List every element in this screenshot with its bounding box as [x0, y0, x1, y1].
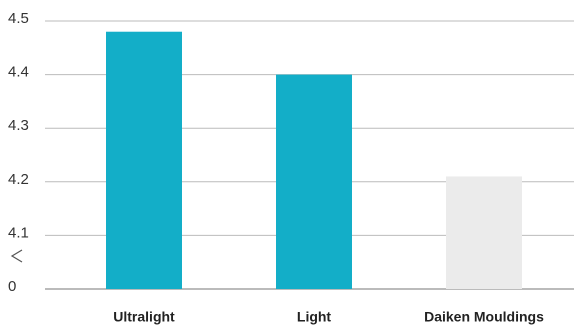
y-tick-label: 4.5: [8, 10, 29, 27]
bar: [106, 31, 182, 289]
y-tick-label: 0: [8, 278, 16, 295]
y-tick-label: 4.4: [8, 64, 29, 81]
y-tick-label: 4.1: [8, 224, 29, 241]
x-tick-label: Daiken Mouldings: [424, 309, 544, 325]
axis-break-symbol: [10, 249, 23, 263]
y-tick-label: 4.3: [8, 117, 29, 134]
x-tick-label: Light: [297, 309, 332, 325]
y-tick-label: 4.2: [8, 171, 29, 188]
x-tick-label: Ultralight: [113, 309, 175, 325]
bar: [446, 176, 522, 289]
bar: [276, 74, 352, 289]
